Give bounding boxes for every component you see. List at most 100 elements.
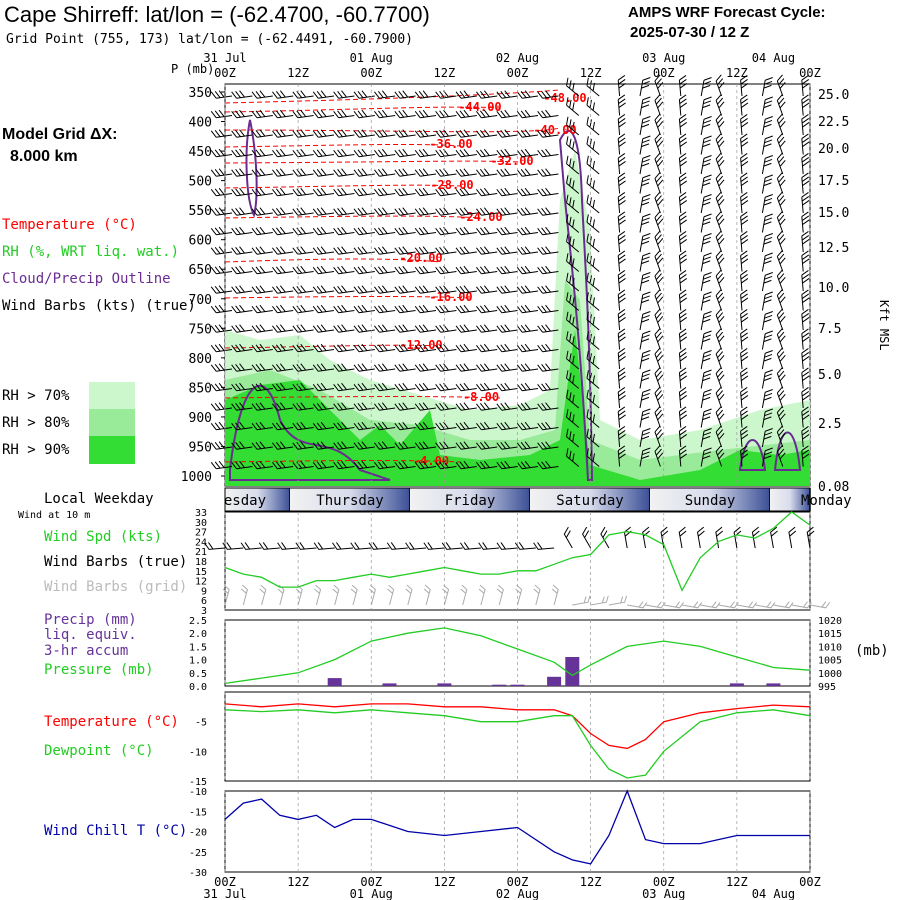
wind-barb bbox=[414, 441, 437, 450]
temperature-contour-line bbox=[224, 296, 471, 299]
wind-barb bbox=[617, 309, 626, 331]
wind-barb-grid bbox=[718, 601, 739, 609]
wind-barb bbox=[435, 343, 457, 353]
wind-barb bbox=[231, 421, 253, 431]
precip-tick-label: 2.5 bbox=[189, 616, 207, 627]
weekday-band-segment bbox=[410, 488, 530, 511]
cloud-outline-4 bbox=[773, 431, 802, 471]
wind-barb bbox=[204, 542, 226, 550]
grid-point-subtitle: Grid Point (755, 173) lat/lon = (-62.449… bbox=[6, 32, 413, 47]
wind-barb bbox=[231, 90, 253, 99]
pressure-tick-label: 700 bbox=[189, 293, 212, 308]
wind-barb bbox=[715, 308, 725, 331]
wind-barb bbox=[801, 114, 810, 136]
wind-barb bbox=[654, 191, 664, 214]
wind-barb bbox=[776, 288, 786, 311]
weekday-label: Friday bbox=[445, 493, 496, 509]
wind-barb bbox=[740, 211, 749, 233]
pressure-tick-label: 350 bbox=[189, 86, 212, 101]
wind-barb bbox=[678, 406, 688, 428]
wind-barb bbox=[761, 330, 773, 350]
wind-barb bbox=[210, 148, 233, 158]
pressure-tick-label: 950 bbox=[189, 440, 212, 455]
wind-barb bbox=[761, 77, 773, 97]
wind-barb bbox=[210, 168, 233, 177]
wind-barb bbox=[455, 246, 477, 255]
wind-barbs-true-label: Wind Barbs (true) bbox=[44, 554, 188, 570]
wind-barb-grid bbox=[590, 595, 609, 606]
windchill-tick-label: -30 bbox=[189, 868, 207, 879]
wind-barb bbox=[700, 272, 712, 292]
wind-barb bbox=[496, 343, 518, 353]
wind-barb bbox=[801, 270, 810, 292]
wind-barb bbox=[435, 148, 457, 158]
wind-barb bbox=[696, 526, 705, 549]
wind-barb bbox=[272, 187, 294, 197]
precip-tick-label: 0.5 bbox=[189, 669, 207, 680]
wind-barb bbox=[740, 387, 749, 409]
wind-barb bbox=[700, 350, 712, 370]
wind-speed-tick-label: 3 bbox=[201, 606, 207, 617]
wind-barb bbox=[586, 233, 600, 253]
wind-barb bbox=[776, 191, 786, 214]
windchill-line bbox=[224, 789, 810, 865]
wind-barb bbox=[516, 129, 539, 138]
wind-speed-tick-label: 6 bbox=[201, 596, 207, 607]
precip-liq-label: liq. equiv. bbox=[44, 627, 137, 643]
wind-barb bbox=[537, 402, 559, 411]
wind-barb bbox=[600, 526, 610, 549]
wind-barb bbox=[654, 230, 664, 253]
wind-barb bbox=[414, 148, 437, 158]
wind-barb bbox=[678, 309, 688, 331]
wind-barb bbox=[292, 90, 314, 99]
wind-barb bbox=[700, 116, 712, 136]
wind-barb bbox=[353, 363, 375, 372]
wind-barb bbox=[312, 207, 335, 216]
wind-barb bbox=[231, 265, 253, 275]
wind-barb bbox=[496, 168, 518, 177]
wind-barb bbox=[353, 421, 375, 431]
wind-barb bbox=[414, 187, 437, 197]
wind-barb bbox=[761, 272, 773, 292]
wind-barb bbox=[516, 382, 539, 392]
wind-barb bbox=[292, 363, 314, 372]
weekday-band-segment bbox=[290, 488, 410, 511]
wind-barb bbox=[312, 402, 335, 411]
wind-barb bbox=[776, 444, 786, 467]
wind-barb bbox=[801, 367, 810, 389]
wind-barb bbox=[566, 409, 580, 428]
wind-barb bbox=[312, 109, 335, 119]
wind-barb-grid bbox=[736, 601, 758, 609]
wind-barb bbox=[333, 246, 355, 255]
wind-barb bbox=[740, 192, 749, 214]
wind-barb bbox=[374, 265, 396, 275]
weekday-label: Sunday bbox=[685, 493, 736, 509]
wind-barb bbox=[435, 441, 457, 450]
bottom-hour-tick-label: 00Z bbox=[360, 875, 382, 889]
wind-barb bbox=[210, 460, 233, 470]
wind-barb bbox=[476, 304, 498, 314]
wind-barb bbox=[312, 187, 335, 197]
wind-barb bbox=[715, 191, 725, 214]
wind-barb bbox=[272, 421, 294, 431]
wind-barb bbox=[715, 74, 725, 97]
wind-barb bbox=[715, 386, 725, 409]
wind-barb bbox=[251, 207, 273, 216]
wind-barb bbox=[537, 304, 559, 314]
wind-barb bbox=[292, 421, 314, 431]
wind-barb bbox=[617, 231, 626, 253]
wind-barb bbox=[639, 213, 651, 233]
bottom-hour-tick-label: 00Z bbox=[214, 875, 236, 889]
wind-barb bbox=[715, 230, 725, 253]
wind-barb bbox=[394, 207, 416, 216]
wind-barb bbox=[292, 343, 314, 353]
wind-barb bbox=[333, 324, 355, 333]
wind-barb bbox=[801, 328, 810, 350]
precip-bar bbox=[766, 683, 781, 686]
wind-barb bbox=[292, 265, 314, 275]
wind-barb bbox=[478, 542, 500, 550]
windchill-tick-label: -25 bbox=[189, 848, 207, 859]
wind-barb bbox=[476, 402, 498, 411]
wind-barb bbox=[496, 441, 518, 450]
wind-barb bbox=[801, 309, 810, 331]
